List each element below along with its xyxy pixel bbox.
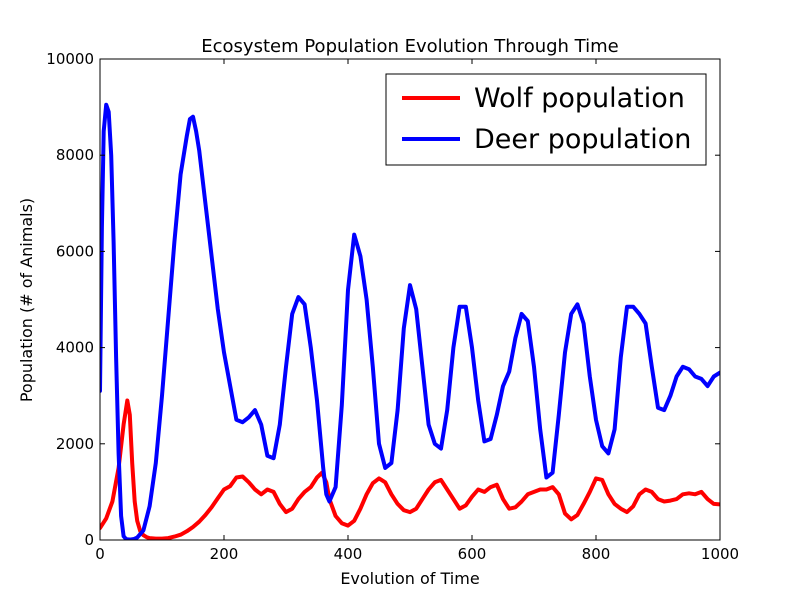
y-tick-label: 4000	[56, 339, 94, 357]
x-tick-label: 600	[458, 545, 487, 563]
y-tick-label: 2000	[56, 435, 94, 453]
y-tick-label: 6000	[56, 242, 94, 260]
legend-box	[385, 73, 707, 166]
legend-label-wolf: Wolf population	[474, 83, 685, 114]
x-axis-label: Evolution of Time	[340, 569, 479, 588]
series-line-deer	[100, 102, 720, 540]
x-tick-label: 400	[334, 545, 363, 563]
series-layer	[100, 102, 720, 540]
x-tick-label: 0	[95, 545, 105, 563]
plot-frame	[99, 58, 721, 541]
x-axis: 0 200 400 600 800 1000	[95, 59, 739, 563]
y-axis-label: Population (# of Animals)	[17, 198, 36, 402]
y-tick-label: 8000	[56, 146, 94, 164]
series-line-wolf	[100, 398, 720, 540]
y-tick-label: 0	[84, 531, 94, 549]
legend-label-deer: Deer population	[474, 124, 691, 155]
legend: Wolf population Deer population	[385, 73, 707, 166]
y-tick-label: 10000	[46, 50, 94, 68]
x-tick-label: 800	[582, 545, 611, 563]
chart-title: Ecosystem Population Evolution Through T…	[201, 36, 618, 57]
x-tick-label: 200	[210, 545, 239, 563]
y-axis: 0 2000 4000 6000 8000 10000	[46, 50, 720, 549]
x-tick-label: 1000	[701, 545, 739, 563]
